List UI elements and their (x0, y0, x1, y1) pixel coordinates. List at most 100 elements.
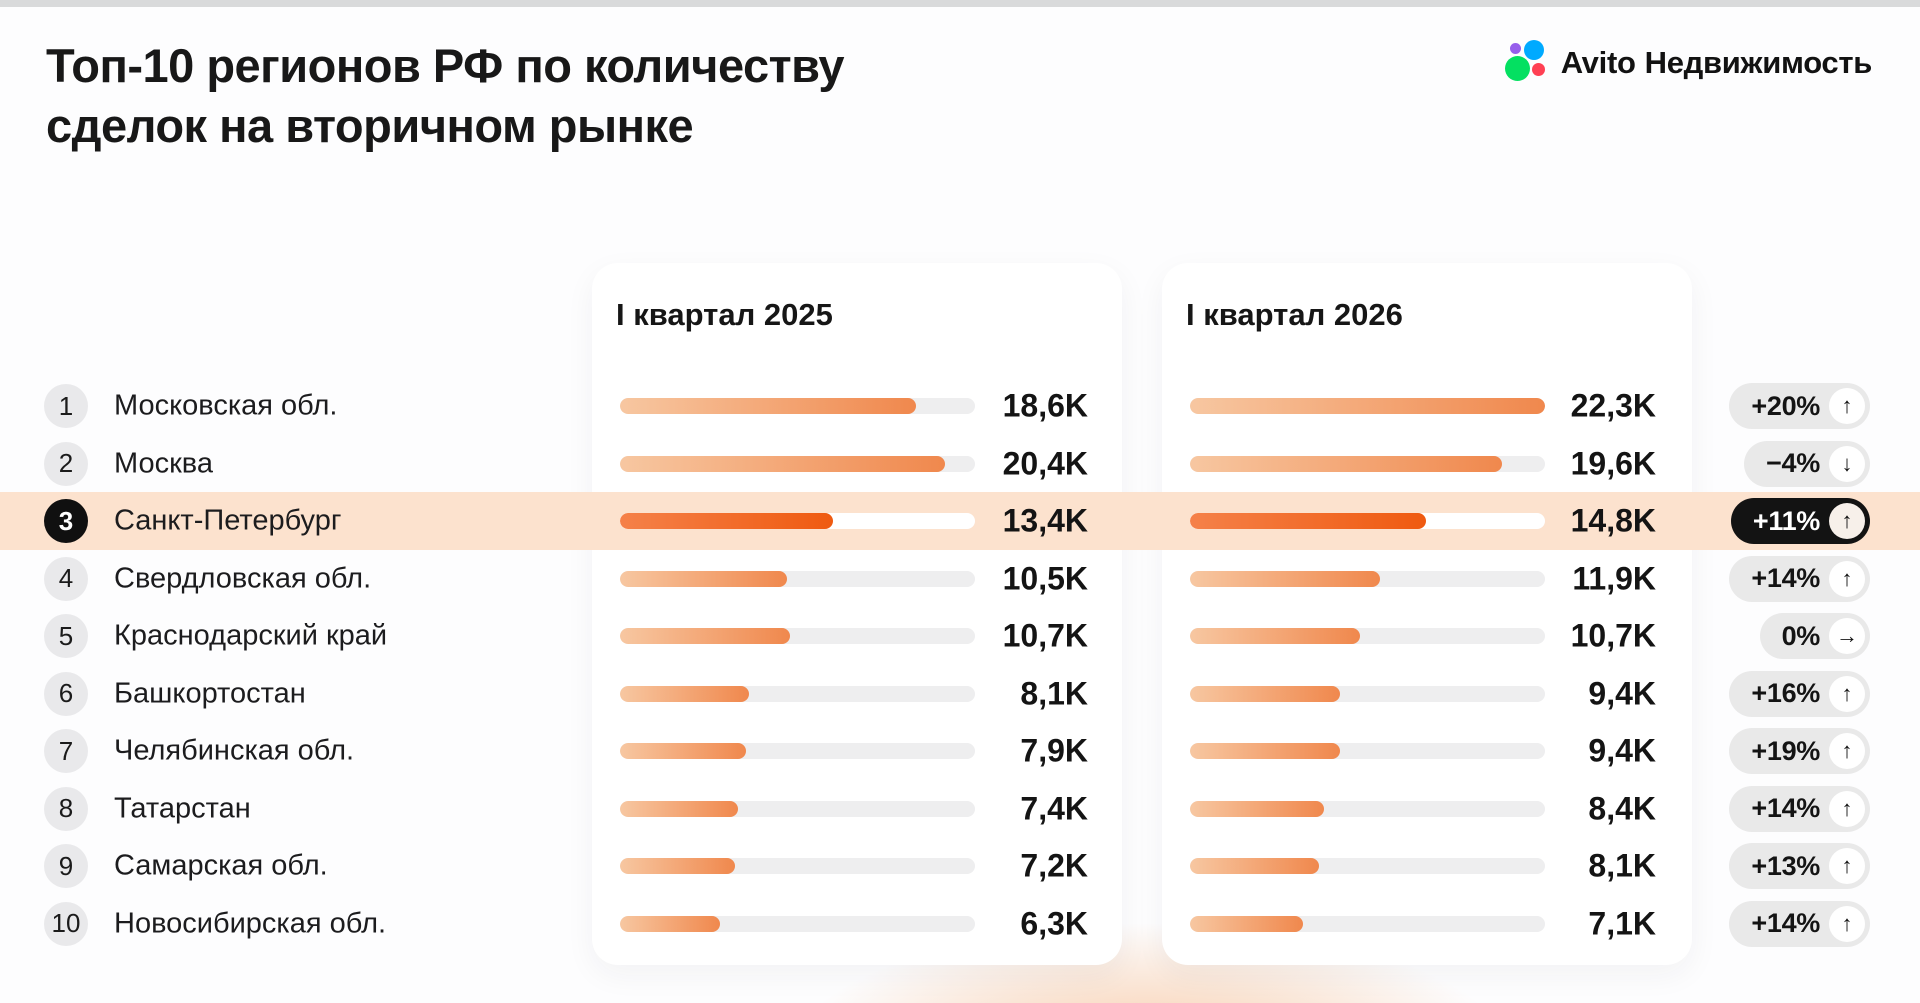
bar-2026 (1190, 570, 1545, 587)
arrow-up-icon: ↑ (1829, 790, 1865, 827)
value-2025: 7,4K (1020, 790, 1088, 827)
arrow-down-icon: ↓ (1829, 445, 1865, 482)
region-label: Московская обл. (114, 389, 338, 422)
change-badge: +14% ↑ (1729, 785, 1870, 832)
rank-badge: 6 (44, 671, 88, 716)
table-row: 3 Санкт-Петербург 13,4K 14,8K +11% ↑ (0, 492, 1920, 551)
bar-2025 (620, 858, 975, 875)
value-2026: 8,4K (1588, 790, 1656, 827)
table-row: 4 Свердловская обл. 10,5K 11,9K +14% ↑ (0, 550, 1920, 608)
rank-badge: 5 (44, 614, 88, 659)
bar-2026 (1190, 513, 1545, 530)
arrow-up-icon: ↑ (1829, 733, 1865, 770)
arrow-up-icon: ↑ (1829, 848, 1865, 885)
bar-2026 (1190, 685, 1545, 702)
page-title-line1: Топ-10 регионов РФ по количеству (46, 39, 845, 92)
change-value: +14% (1751, 563, 1820, 594)
table-row: 2 Москва 20,4K 19,6K −4% ↓ (0, 435, 1920, 493)
region-label: Краснодарский край (114, 619, 388, 652)
rank-badge: 1 (44, 384, 88, 428)
table-row: 8 Татарстан 7,4K 8,4K +14% ↑ (0, 780, 1920, 838)
region-label: Челябинская обл. (114, 734, 355, 767)
value-2025: 7,9K (1020, 732, 1088, 769)
avito-brand: Avito (1560, 45, 1636, 80)
value-2026: 9,4K (1588, 732, 1656, 769)
arrow-up-icon: ↑ (1829, 388, 1865, 424)
region-label: Самарская обл. (114, 849, 328, 882)
value-2026: 22,3K (1570, 387, 1656, 424)
change-value: +13% (1751, 850, 1820, 881)
change-value: +14% (1751, 908, 1820, 939)
change-value: +11% (1752, 505, 1820, 536)
bar-2025 (620, 513, 975, 530)
change-value: +19% (1751, 735, 1820, 766)
column-header-2025: I квартал 2025 (616, 297, 833, 332)
value-2025: 18,6K (1002, 387, 1088, 424)
bar-2026 (1190, 743, 1545, 760)
avito-dot-green-icon (1504, 56, 1530, 81)
rank-badge: 3 (44, 499, 88, 544)
region-label: Новосибирская обл. (114, 907, 387, 940)
bar-2025 (620, 800, 975, 817)
value-2025: 6,3K (1020, 905, 1088, 942)
rank-badge: 10 (44, 901, 88, 946)
arrow-right-icon: → (1829, 618, 1865, 655)
value-2026: 14,8K (1570, 502, 1656, 539)
rank-badge: 9 (44, 844, 88, 889)
bar-2026 (1190, 455, 1545, 472)
table-row: 1 Московская обл. 18,6K 22,3K +20% ↑ (0, 377, 1920, 435)
avito-logo: Avito Недвижимость (1504, 40, 1873, 86)
rank-badge: 4 (44, 556, 88, 601)
value-2026: 11,9K (1572, 560, 1656, 597)
bar-2025 (620, 915, 975, 932)
avito-dot-blue-icon (1523, 40, 1544, 60)
arrow-up-icon: ↑ (1829, 560, 1865, 597)
change-badge: +11% ↑ (1730, 498, 1870, 545)
bar-2025 (620, 628, 975, 645)
bar-2026 (1190, 858, 1545, 875)
change-value: +14% (1751, 793, 1820, 824)
rank-badge: 7 (44, 729, 88, 774)
change-badge: +14% ↑ (1729, 900, 1870, 947)
region-label: Москва (114, 447, 214, 480)
bar-2025 (620, 570, 975, 587)
bar-2025 (620, 398, 975, 414)
region-label: Татарстан (114, 792, 251, 825)
region-label: Башкортостан (114, 677, 306, 710)
change-value: 0% (1781, 620, 1821, 651)
column-header-2026: I квартал 2026 (1186, 297, 1403, 332)
value-2025: 13,4K (1002, 502, 1088, 539)
value-2026: 19,6K (1570, 445, 1656, 482)
change-value: +20% (1751, 390, 1820, 421)
table-row: 7 Челябинская обл. 7,9K 9,4K +19% ↑ (0, 722, 1920, 780)
change-value: +16% (1751, 678, 1820, 709)
table-row: 10 Новосибирская обл. 6,3K 7,1K +14% ↑ (0, 895, 1920, 953)
bar-2026 (1190, 398, 1545, 414)
region-label: Санкт-Петербург (114, 504, 342, 537)
value-2026: 8,1K (1588, 847, 1656, 884)
value-2026: 9,4K (1588, 675, 1656, 712)
change-badge: +19% ↑ (1729, 728, 1870, 775)
avito-product: Недвижимость (1644, 45, 1873, 80)
bar-2025 (620, 685, 975, 702)
change-badge: +16% ↑ (1729, 670, 1870, 717)
avito-dot-red-icon (1531, 63, 1545, 76)
bar-2025 (620, 743, 975, 760)
value-2026: 10,7K (1570, 617, 1656, 654)
arrow-up-icon: ↑ (1829, 905, 1865, 942)
change-badge: +14% ↑ (1729, 555, 1870, 602)
bar-2026 (1190, 628, 1545, 645)
table-row: 6 Башкортостан 8,1K 9,4K +16% ↑ (0, 665, 1920, 723)
avito-logo-text: Avito Недвижимость (1560, 45, 1873, 81)
card-quarter-2026: I квартал 2026 (1162, 263, 1692, 965)
value-2025: 7,2K (1020, 847, 1088, 884)
bar-2026 (1190, 800, 1545, 817)
region-label: Свердловская обл. (114, 562, 372, 595)
value-2025: 8,1K (1020, 675, 1088, 712)
change-badge: 0% → (1759, 613, 1870, 660)
arrow-up-icon: ↑ (1829, 675, 1865, 712)
page-title: Топ-10 регионов РФ по количеству сделок … (46, 36, 845, 156)
card-quarter-2025: I квартал 2025 (592, 263, 1122, 965)
